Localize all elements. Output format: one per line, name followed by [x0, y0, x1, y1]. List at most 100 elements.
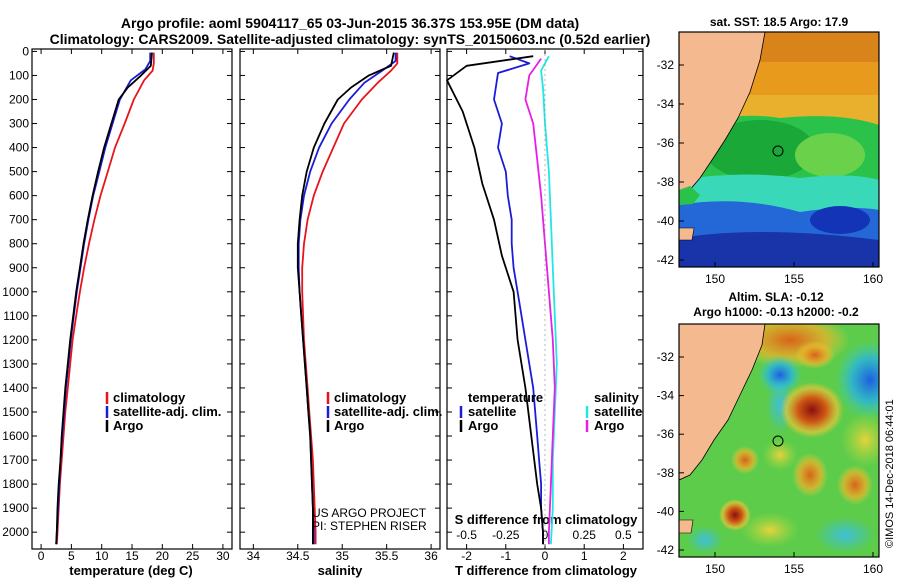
difference-legend-salinity: salinity satellite Argo [585, 390, 642, 433]
tdiff-x-label: T difference from climatology [455, 563, 638, 578]
sla-blob [795, 341, 835, 369]
sla-lat-ticks: -32 -34 -36 -38 -40 -42 [657, 350, 684, 557]
x-tick-label: 35 [336, 549, 350, 563]
x-tick-label: 1 [581, 549, 588, 563]
sla-lon-ticks: 150 155 160 [705, 552, 883, 576]
legend-label: satellite [468, 404, 516, 419]
lat-tick-label: -40 [657, 504, 675, 518]
lon-tick-label: 150 [705, 272, 725, 286]
salinity-series [296, 52, 399, 545]
x-tick-label: 5 [68, 549, 75, 563]
credit-pi: PI: STEPHEN RISER [312, 519, 427, 533]
sla-map-title-2: Argo h1000: -0.13 h2000: -0.2 [693, 305, 859, 319]
legend-label: satellite-adj. clim. [334, 404, 442, 419]
depth-tick-label: 2000 [2, 525, 29, 539]
x-tick-label: 35.5 [375, 549, 399, 563]
salinity-panel [239, 48, 441, 550]
sla-blob [687, 526, 723, 554]
watermark: ©IMOS 14-Dec-2018 06:44:01 [884, 399, 896, 548]
series-line-argo [55, 52, 153, 545]
depth-tick-label: 1200 [2, 333, 29, 347]
legend-label: Argo [594, 418, 624, 433]
x-tick-label: 10 [95, 549, 109, 563]
depth-tick-label: 800 [9, 237, 29, 251]
sst-eddy-lightgreen [795, 133, 865, 177]
lat-tick-label: -42 [657, 543, 675, 557]
x-tick-label: -1 [500, 549, 511, 563]
sst-coastal-patch [679, 186, 700, 205]
depth-tick-label: 1900 [2, 501, 29, 515]
depth-tick-label: 700 [9, 213, 29, 227]
sst-argo-marker [772, 145, 784, 157]
depth-axis-labels: 0 100 200 300 400 500 600 700 800 900 1000 1100 1200… [2, 44, 643, 539]
sst-map-title: sat. SST: 18.5 Argo: 17.9 [710, 15, 849, 29]
x-tick-label: 25 [186, 549, 200, 563]
title-line-2: Climatology: CARS2009. Satellite-adjuste… [50, 31, 651, 47]
legend-title: salinity [594, 390, 640, 405]
depth-tick-label: 1300 [2, 357, 29, 371]
sdiff-tick-label: -0.25 [492, 528, 520, 542]
legend-label: satellite-adj. clim. [113, 404, 221, 419]
temperature-legend: climatology satellite-adj. clim. Argo [105, 390, 221, 433]
series-line-climatology [55, 52, 155, 545]
sla-blob [762, 439, 798, 471]
sst-tasmania [679, 227, 695, 241]
lon-tick-label: 160 [863, 272, 883, 286]
sla-blob [837, 465, 873, 505]
tdiff-x-ticks: -2 -1 0 1 2 [461, 49, 627, 563]
sla-map [679, 324, 879, 557]
lon-tick-label: 155 [784, 562, 804, 576]
salinity-x-label: salinity [318, 563, 364, 578]
sst-map-frame [678, 31, 880, 268]
sdiff-tick-label: 0.5 [615, 528, 632, 542]
sla-blob [780, 382, 844, 438]
lat-tick-label: -32 [657, 58, 675, 72]
lat-tick-label: -32 [657, 350, 675, 364]
sst-cold-patch [810, 206, 870, 234]
depth-tick-label: 1000 [2, 285, 29, 299]
sla-blob [792, 453, 828, 497]
sla-blob [758, 355, 802, 395]
legend-label: climatology [334, 390, 407, 405]
sst-lon-ticks: 150 155 160 [705, 262, 883, 286]
difference-legend-temperature: temperature satellite Argo [459, 390, 543, 433]
x-tick-label: -2 [461, 549, 472, 563]
depth-tick-label: 600 [9, 189, 29, 203]
depth-tick-label: 1100 [3, 309, 29, 323]
sla-tasmania [679, 519, 694, 534]
depth-tick-label: 200 [9, 92, 29, 106]
series-line-temperature-argo [446, 55, 544, 545]
sst-lat-ticks: -32 -34 -36 -38 -40 -42 [657, 58, 684, 267]
sst-map [679, 32, 879, 267]
lat-tick-label: -36 [657, 136, 675, 150]
temperature-axes-frame [31, 48, 233, 550]
temperature-series [55, 52, 155, 545]
x-tick-label: 0 [38, 549, 45, 563]
x-tick-label: 34.5 [286, 549, 310, 563]
depth-tick-label: 1500 [2, 405, 29, 419]
sdiff-tick-label: 0.25 [573, 528, 597, 542]
legend-label: satellite [594, 404, 642, 419]
x-tick-label: 34 [247, 549, 261, 563]
sla-argo-marker [772, 435, 784, 447]
credit-project: US ARGO PROJECT [312, 506, 427, 520]
depth-tick-label: 1800 [2, 477, 29, 491]
x-tick-label: 15 [125, 549, 139, 563]
temperature-x-ticks: 0 5 10 15 20 25 30 [38, 49, 230, 563]
series-line-climatology [301, 52, 399, 545]
depth-tick-label: 1400 [2, 381, 29, 395]
salinity-axes-frame [239, 48, 441, 550]
x-tick-label: 30 [216, 549, 230, 563]
depth-tick-label: 400 [9, 141, 29, 155]
lat-tick-label: -34 [657, 97, 675, 111]
series-line-argo [296, 52, 395, 545]
title-line-1: Argo profile: aoml 5904117_65 03-Jun-201… [121, 15, 579, 31]
series-line-salinity-satellite [540, 55, 558, 545]
legend-label: Argo [468, 418, 498, 433]
temperature-panel [31, 48, 233, 550]
sla-blob [731, 446, 759, 474]
legend-title: temperature [468, 390, 543, 405]
sdiff-tick-label: -0.5 [456, 528, 477, 542]
depth-tick-label: 900 [9, 261, 29, 275]
